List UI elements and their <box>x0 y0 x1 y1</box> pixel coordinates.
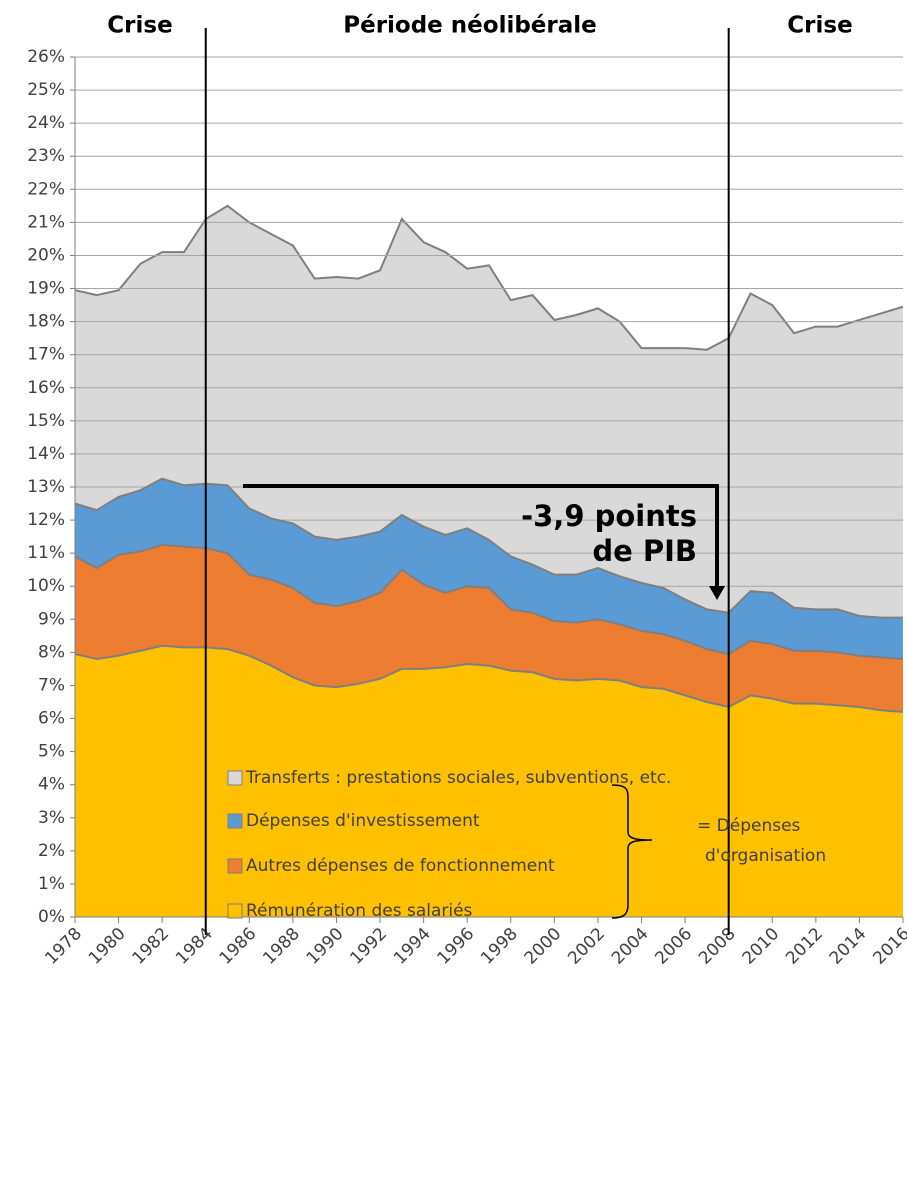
y-tick-label: 18% <box>27 312 65 332</box>
brace <box>611 784 653 919</box>
x-tick-label: 2016 <box>869 924 907 969</box>
plot-area <box>70 56 904 923</box>
area <box>75 544 903 712</box>
area <box>75 645 903 917</box>
area-edge <box>74 543 904 660</box>
y-tick-label: 4% <box>38 775 65 795</box>
x-tick-label: 2008 <box>695 924 740 969</box>
x-tick-label: 2004 <box>608 924 653 969</box>
annotation: -3,9 points <box>521 499 697 533</box>
brace-label: d'organisation <box>705 846 826 866</box>
y-tick-label: 3% <box>38 808 65 828</box>
y-tick-label: 25% <box>27 80 65 100</box>
y-tick-label: 19% <box>27 279 65 299</box>
y-tick-label: 14% <box>27 444 65 464</box>
y-tick-label: 11% <box>27 543 65 563</box>
legend-swatch <box>227 813 243 829</box>
area <box>75 478 903 659</box>
x-tick-label: 1980 <box>85 924 130 969</box>
brace-label: = Dépenses <box>697 816 801 836</box>
x-tick-label: 2010 <box>739 924 784 969</box>
y-tick-label: 21% <box>27 212 65 232</box>
area-edge <box>74 644 904 713</box>
x-tick-label: 2002 <box>564 924 609 969</box>
y-tick-label: 0% <box>38 907 65 927</box>
y-tick-label: 9% <box>38 609 65 629</box>
x-tick-label: 1992 <box>346 924 391 969</box>
y-tick-label: 1% <box>38 874 65 894</box>
y-tick-label: 8% <box>38 642 65 662</box>
overlay: -3,9 points de PIB = Dépenses d'organisa… <box>243 484 826 919</box>
x-tick-label: 2012 <box>782 924 827 969</box>
x-tick-label: 1994 <box>390 924 435 969</box>
y-tick-label: 5% <box>38 742 65 762</box>
x-tick-label: 1998 <box>477 924 522 969</box>
x-tick-label: 1978 <box>41 924 86 969</box>
y-tick-label: 22% <box>27 179 65 199</box>
y-tick-label: 12% <box>27 510 65 530</box>
legend-swatch <box>227 903 243 919</box>
x-tick-label: 2014 <box>826 924 871 969</box>
legend-swatch <box>227 770 243 786</box>
y-tick-label: 23% <box>27 146 65 166</box>
period-label: Crise <box>107 13 172 39</box>
legend-swatch <box>227 858 243 874</box>
period-label: Période néolibérale <box>343 13 597 39</box>
legend-label: Dépenses d'investissement <box>246 811 480 831</box>
y-tick-label: 20% <box>27 245 65 265</box>
legend-label: Transferts : prestations sociales, subve… <box>245 768 671 788</box>
arrow-head <box>709 586 725 600</box>
y-tick-label: 15% <box>27 411 65 431</box>
x-tick-label: 2000 <box>521 924 566 969</box>
x-tick-label: 1982 <box>128 924 173 969</box>
annotation-arrow <box>243 484 719 590</box>
x-tick-label: 1990 <box>303 924 348 969</box>
legend-label: Autres dépenses de fonctionnement <box>246 856 555 876</box>
x-tick-label: 1996 <box>434 924 479 969</box>
y-tick-label: 10% <box>27 576 65 596</box>
annotation: de PIB <box>592 534 697 568</box>
area <box>75 205 903 618</box>
area-edge <box>74 477 903 619</box>
y-tick-label: 7% <box>38 675 65 695</box>
x-tick-label: 1986 <box>216 924 261 969</box>
x-tick-label: 1988 <box>259 924 304 969</box>
x-tick-label: 1984 <box>172 924 217 969</box>
y-tick-label: 17% <box>27 345 65 365</box>
y-tick-label: 24% <box>27 113 65 133</box>
y-tick-label: 26% <box>27 47 65 67</box>
area-edge <box>74 204 904 351</box>
y-tick-label: 16% <box>27 378 65 398</box>
y-tick-label: 6% <box>38 709 65 729</box>
legend-label: Rémunération des salariés <box>246 901 473 921</box>
y-tick-label: 2% <box>38 841 65 861</box>
y-tick-label: 13% <box>27 477 65 497</box>
x-tick-label: 2006 <box>651 924 696 969</box>
period-label: Crise <box>787 13 852 39</box>
